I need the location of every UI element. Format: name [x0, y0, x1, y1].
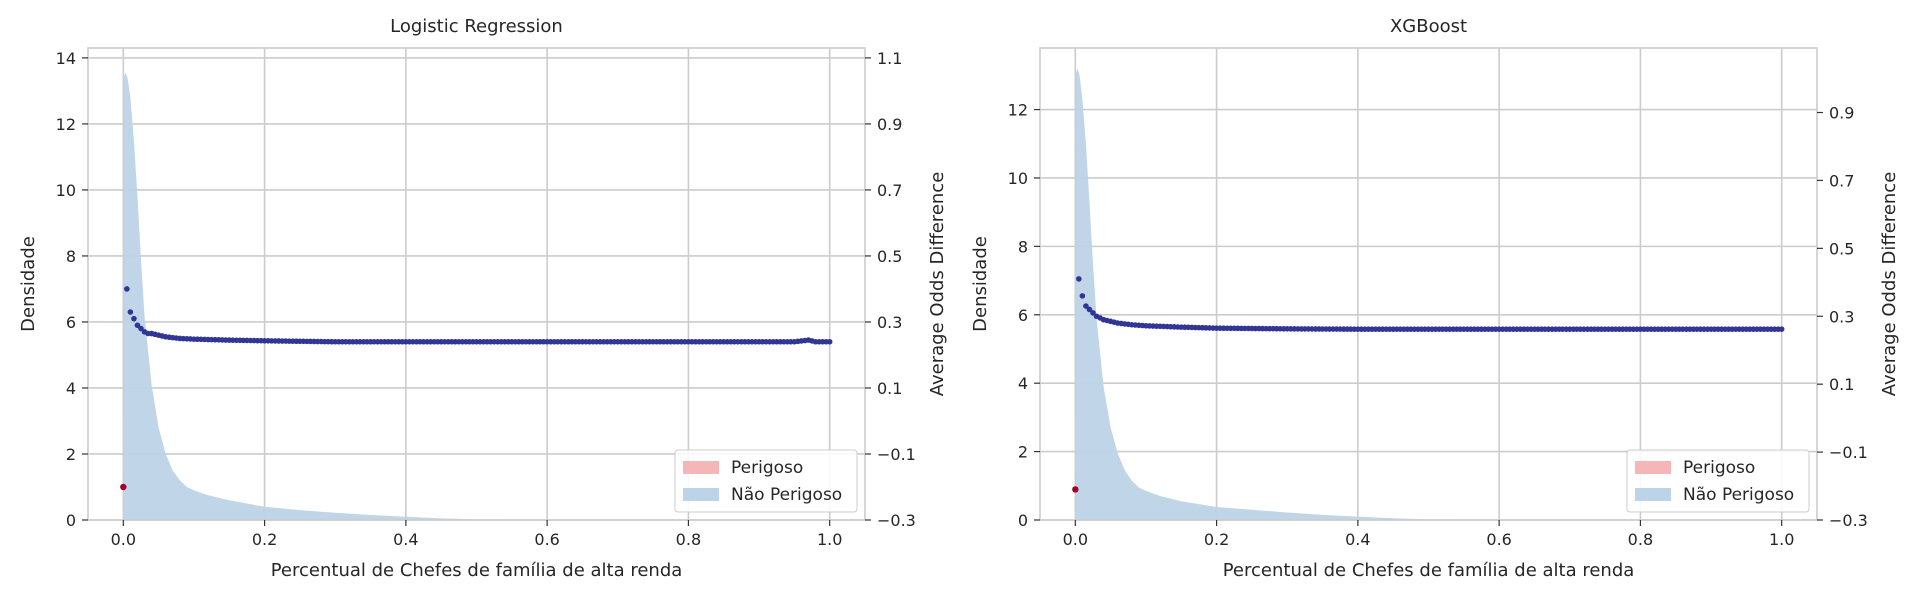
y-right-tick-label: 0.7 [877, 181, 902, 200]
y-tick-label: 8 [66, 247, 76, 266]
aod-point-nao-perigoso [131, 315, 137, 322]
y-right-tick-label: 0.7 [1829, 171, 1854, 190]
y-tick-label: 10 [1008, 169, 1028, 188]
x-axis-label: Percentual de Chefes de família de alta … [1223, 560, 1635, 581]
plot-background [88, 48, 865, 520]
aod-point-nao-perigoso [1083, 303, 1089, 309]
x-tick-label: 0.6 [534, 530, 559, 549]
aod-point-nao-perigoso [1086, 306, 1093, 313]
y-right-axis-label: Average Odds Difference [1879, 172, 1900, 397]
axes-frame [87, 47, 866, 521]
y-right-tick-label: 0.3 [1829, 307, 1854, 326]
aod-point-nao-perigoso [1778, 326, 1785, 332]
y-right-tick-label: 0.3 [877, 313, 902, 332]
aod-point-nao-perigoso [1079, 293, 1086, 299]
y-tick-label: 10 [56, 181, 76, 200]
y-right-tick-label: 0.1 [877, 379, 902, 398]
legend-box [1626, 449, 1810, 513]
legend-swatch-perigoso [1635, 461, 1671, 474]
x-tick-label: 0.2 [1204, 530, 1229, 549]
x-tick-label: 1.0 [1769, 530, 1794, 549]
y-right-tick-label: 0.1 [1829, 375, 1854, 394]
plot-layer: 0.0 0.2 0.4 0.6 0.8 1.0 0 2 4 6 8 10 12 −0.3 −0.1 0.1 0.… [1008, 47, 1868, 549]
aod-point-perigoso [120, 483, 127, 491]
plot-layer: 0.0 0.2 0.4 0.6 0.8 1.0 0 2 4 6 8 10 12 14 −0.3 −0.1 0.1… [56, 47, 916, 549]
aod-point-nao-perigoso [134, 322, 141, 329]
x-tick-label: 0.2 [252, 530, 277, 549]
y-tick-label: 12 [1008, 101, 1028, 120]
y-right-tick-label: 0.9 [877, 115, 902, 134]
chart-title: Logistic Regression [390, 16, 563, 37]
y-right-axis-label: Average Odds Difference [927, 172, 948, 397]
aod-point-nao-perigoso [138, 325, 144, 332]
y-right-tick-label: −0.1 [1829, 443, 1868, 462]
legend-swatch-nao-perigoso [1635, 488, 1671, 501]
aod-point-nao-perigoso [1090, 310, 1096, 316]
legend-label-perigoso: Perigoso [731, 458, 803, 478]
y-tick-label: 12 [56, 115, 76, 134]
plot-background [1040, 48, 1817, 520]
legend-label-nao-perigoso: Não Perigoso [1683, 485, 1794, 505]
y-right-tick-label: 1.1 [877, 49, 902, 68]
x-tick-label: 0.0 [1063, 530, 1088, 549]
aod-point-nao-perigoso [124, 286, 130, 292]
axes-frame [1039, 47, 1818, 521]
y-tick-label: 8 [1018, 237, 1028, 256]
y-right-tick-label: −0.3 [877, 511, 916, 530]
x-tick-label: 0.0 [111, 530, 136, 549]
y-tick-label: 2 [1018, 443, 1028, 462]
x-tick-label: 0.4 [1345, 530, 1370, 549]
y-tick-label: 6 [1018, 306, 1028, 325]
panel-xgboost: 0.0 0.2 0.4 0.6 0.8 1.0 0 2 4 6 8 10 12 −0.3 −0.1 0.1 0.… [970, 16, 1900, 581]
y-right-tick-label: 0.5 [1829, 239, 1854, 258]
aod-point-nao-perigoso [826, 338, 833, 345]
y-tick-label: 0 [66, 511, 76, 530]
aod-point-nao-perigoso [1076, 276, 1082, 282]
aod-point-nao-perigoso [127, 309, 134, 315]
y-right-tick-label: 0.5 [877, 247, 902, 266]
x-tick-label: 1.0 [817, 530, 842, 549]
y-tick-label: 4 [1018, 374, 1028, 393]
y-tick-label: 14 [56, 49, 76, 68]
y-tick-label: 6 [66, 313, 76, 332]
x-tick-label: 0.8 [1628, 530, 1653, 549]
aod-point-perigoso [1072, 486, 1079, 493]
y-right-tick-label: 0.9 [1829, 104, 1854, 123]
x-tick-label: 0.4 [393, 530, 418, 549]
y-axis-label: Densidade [970, 236, 991, 332]
x-axis-label: Percentual de Chefes de família de alta … [271, 560, 683, 581]
legend-swatch-nao-perigoso [683, 488, 719, 501]
legend-label-nao-perigoso: Não Perigoso [731, 485, 842, 505]
y-tick-label: 4 [66, 379, 76, 398]
legend-swatch-perigoso [683, 461, 719, 474]
chart-title: XGBoost [1390, 16, 1467, 37]
x-tick-label: 0.8 [676, 530, 701, 549]
legend-label-perigoso: Perigoso [1683, 458, 1755, 478]
y-axis-label: Densidade [18, 236, 39, 332]
y-right-tick-label: −0.3 [1829, 511, 1868, 530]
legend-box [674, 449, 858, 513]
x-tick-label: 0.6 [1486, 530, 1511, 549]
y-right-tick-label: −0.1 [877, 445, 916, 464]
panel-logistic-regression: 0.0 0.2 0.4 0.6 0.8 1.0 0 2 4 6 8 10 12 14 −0.3 −0.1 0.1… [18, 16, 948, 581]
y-tick-label: 0 [1018, 511, 1028, 530]
y-tick-label: 2 [66, 445, 76, 464]
